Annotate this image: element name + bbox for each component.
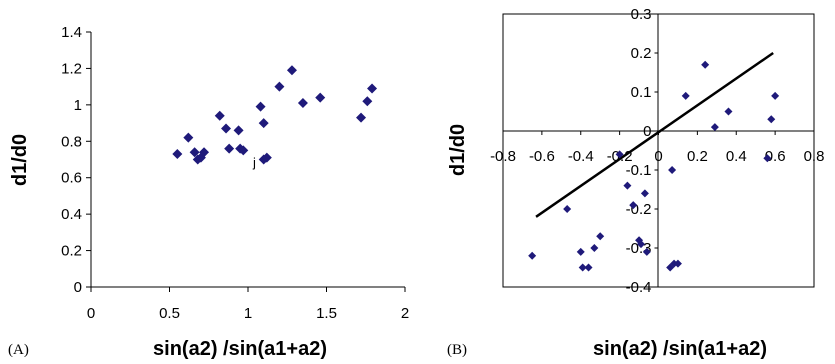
panel-a-data-point [356,112,367,123]
panel-a-x-tick-label: 1 [244,305,252,322]
panel-a-y-tick-label: 1 [74,97,82,114]
panel-b-data-point [629,201,638,210]
panel-a-y-axis-title: d1/d0 [9,134,31,186]
panel-b-data-point [576,247,585,256]
panel-b-data-point [710,123,719,132]
panel-b-data-point [615,150,624,159]
panel-a-annotation: j [252,155,256,170]
panel-b-y-tick-label: 0.2 [631,45,652,62]
panel-a-x-axis-title: sin(a2) /sin(a1+a2) [153,338,327,360]
panel-a-y-tick-label: 0.2 [61,243,82,260]
panel-a-y-tick-label: 1.4 [61,24,82,41]
panel-b-data-point [584,263,593,272]
panel-b-y-tick-label: 0 [643,123,651,140]
panel-a-data-point [183,132,194,143]
panel-a-data-point [274,81,285,92]
panel-a-data-point [233,125,244,136]
panel-a-data-point [221,123,232,134]
panel-b-data-point [563,205,572,213]
panel-b-data-point [596,232,605,241]
panel-a-data-point [189,147,200,158]
panel-b-y-tick-label: -0.4 [626,279,652,296]
panel-b-data-point [642,247,651,256]
panel-a-data-point [238,145,249,156]
panel-a-data-point [315,92,326,103]
panel-a-data-point [261,152,272,163]
panel-b-x-tick-label: -0.6 [529,148,555,165]
panel-b-y-axis-title: d1/d0 [447,124,469,176]
panel-b-chart: 0.30.20.10-0.1-0.2-0.3-0.4 -0.8-0.6-0.4-… [447,6,824,360]
panel-b-y-tick-label: 0.1 [631,84,652,101]
panel-b-data-point [640,189,649,198]
panel-a-data-point [214,110,225,121]
panel-a-y-tick-label: 0.6 [61,170,82,187]
panel-a-data-point [367,83,378,94]
panel-b-data-point [763,154,772,163]
panel-b-x-tick-label: -0.8 [490,148,516,165]
panel-b-data-point [701,60,710,69]
panel-b-y-tick-label: 0.3 [631,6,652,23]
panel-a-data-point [255,101,266,112]
panel-b-data-point [623,181,632,190]
panel-b-y-tick-label: -0.1 [626,162,652,179]
panel-b-data-point [681,91,690,100]
panel-a-data-point [258,118,269,129]
panel-a-data-point [297,98,308,109]
panel-a-data-point [172,149,183,160]
panel-b-data-point [637,240,646,249]
panel-a-data-point [199,147,210,158]
panel-a-chart: 0 0.2 0.4 0.6 0.8 1 1.2 1.4 0 0.5 1 1.5 2 j sin(a2)… [8,24,409,360]
panel-b-label: (B) [447,342,467,358]
panel-a-y-tick-label: 0 [74,279,82,296]
panel-a-x-tick-label: 2 [401,305,409,322]
panel-b-data-point [724,107,733,116]
panel-a-data-point [362,96,373,107]
panel-a-data-point [224,143,235,154]
panel-b-data-point [590,244,599,252]
panel-b-x-axis-title: sin(a2) /sin(a1+a2) [593,338,767,360]
panel-b-data-point [771,91,780,100]
panel-b-data-point [668,166,677,174]
panel-a-y-tick-label: 1.2 [61,60,82,77]
panel-b-data-point [578,263,587,272]
panel-b-x-tick-label: 0.2 [687,148,708,165]
panel-a-label: (A) [8,342,29,358]
panel-a-x-tick-label: 1.5 [316,305,337,322]
panel-b-x-tick-label: 0.8 [804,148,825,165]
panel-a-x-tick-label: 0.5 [159,305,180,322]
panel-b-data-point [767,115,776,124]
panel-a-x-tick-label: 0 [87,305,95,322]
panel-a-data-point [286,65,297,76]
panel-a-y-tick-label: 0.8 [61,133,82,150]
panel-b-data-point [528,251,537,260]
panel-b-data-point [673,259,682,268]
panel-b-trend-line [535,51,774,218]
panel-b-x-tick-label: -0.4 [568,148,594,165]
panel-b-x-tick-label: 0.6 [765,148,786,165]
panel-a-y-tick-label: 0.4 [61,206,82,223]
panel-b-y-tick-label: -0.2 [626,201,652,218]
panel-b-x-tick-label: 0 [654,148,662,165]
panel-b-x-tick-label: 0.4 [726,148,747,165]
